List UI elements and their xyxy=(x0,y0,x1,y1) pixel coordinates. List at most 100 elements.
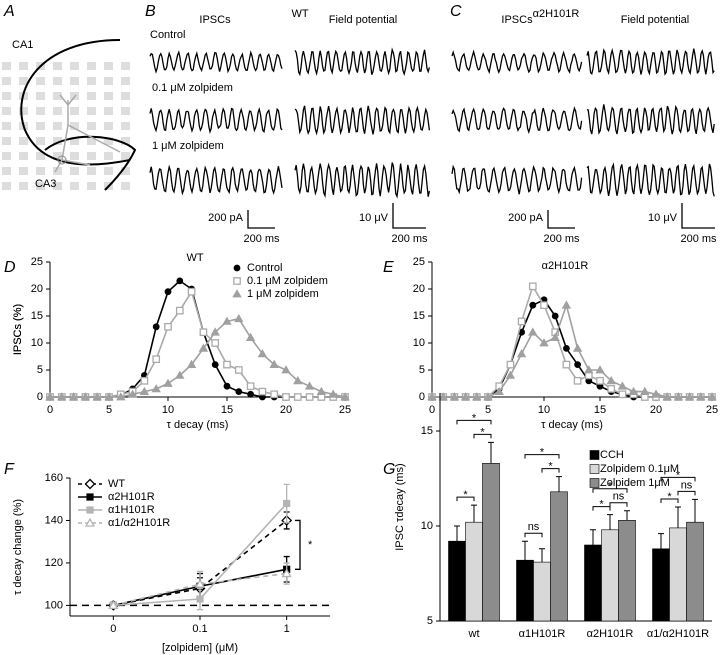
grid-square xyxy=(121,152,130,160)
marker xyxy=(108,600,119,610)
marker xyxy=(472,392,482,401)
grid-square xyxy=(121,92,130,100)
neuron-soma xyxy=(57,155,67,165)
grid-square xyxy=(70,122,79,130)
legend-label: WT xyxy=(108,478,125,490)
y-tick-label: 5 xyxy=(37,364,43,376)
grid-square xyxy=(36,92,45,100)
significance-bracket xyxy=(456,419,492,425)
grid-square xyxy=(53,137,62,145)
legend-label: Zolpidem 1μM xyxy=(600,477,670,489)
trace xyxy=(451,49,583,75)
schematic xyxy=(2,39,137,191)
grid-square xyxy=(19,62,28,70)
significance-label: * xyxy=(540,447,545,459)
marker xyxy=(175,306,184,315)
y-tick-label: 0 xyxy=(419,391,425,403)
significance-label: ns xyxy=(528,521,540,533)
grid-square xyxy=(53,122,62,130)
marker xyxy=(164,288,172,296)
marker xyxy=(57,392,67,401)
marker xyxy=(163,378,173,387)
significance-bracket xyxy=(660,476,696,482)
panel-label: D xyxy=(4,259,16,276)
x-tick-label: wt xyxy=(468,628,480,640)
error-bar xyxy=(471,504,477,523)
marker xyxy=(304,381,315,390)
marker xyxy=(328,389,338,398)
column-title: IPSCs xyxy=(199,14,231,26)
grid-square xyxy=(2,92,11,100)
legend-label: 0.1 μM zolpidem xyxy=(247,275,328,287)
marker xyxy=(199,328,208,337)
y-tick-label: 15 xyxy=(31,310,43,322)
grid-square xyxy=(104,122,113,130)
hippocampus-outline xyxy=(44,135,137,191)
marker xyxy=(281,568,292,578)
x-tick-label: 10 xyxy=(538,404,550,416)
marker xyxy=(595,365,605,374)
genotype-title: WT xyxy=(291,8,308,20)
grid-square xyxy=(121,167,130,175)
significance-label: * xyxy=(463,489,468,501)
significance-label: * xyxy=(608,481,613,493)
y-axis-label: IPSC τdecay (ms) xyxy=(394,463,406,550)
error-bar xyxy=(454,525,460,542)
column-title: IPSCs xyxy=(501,14,533,26)
marker xyxy=(551,312,559,320)
scale-label: 200 ms xyxy=(680,233,717,245)
scale-bar xyxy=(392,203,426,229)
legend-swatch xyxy=(589,450,600,460)
legend-marker xyxy=(232,289,242,298)
legend-label: α1H101R xyxy=(108,504,155,516)
significance-label: * xyxy=(472,412,477,424)
trace xyxy=(586,162,715,197)
trace xyxy=(451,164,583,195)
region-label: CA1 xyxy=(12,39,33,51)
marker xyxy=(139,386,150,395)
trace xyxy=(294,162,431,199)
grid-square xyxy=(36,107,45,115)
x-tick-label: 10 xyxy=(162,404,174,416)
marker xyxy=(45,392,55,401)
significance-bracket xyxy=(660,498,679,503)
marker xyxy=(258,387,267,396)
marker xyxy=(270,390,279,399)
grid-square xyxy=(53,77,62,85)
marker xyxy=(607,385,616,393)
marker xyxy=(269,359,279,368)
x-tick-label: α1H101R xyxy=(519,628,566,640)
marker xyxy=(494,386,504,395)
grid-square xyxy=(70,62,79,70)
marker xyxy=(176,277,184,285)
marker xyxy=(235,388,243,396)
marker xyxy=(696,392,706,401)
error-bar xyxy=(590,529,596,545)
significance-label: * xyxy=(667,491,672,503)
y-tick-label: 5 xyxy=(419,364,425,376)
y-axis-label: IPSCs (%) xyxy=(12,304,24,355)
significance-bracket xyxy=(524,454,560,459)
marker xyxy=(283,499,291,508)
marker xyxy=(516,348,527,358)
marker xyxy=(640,386,650,395)
x-tick-label: 0 xyxy=(110,623,116,635)
significance-label: ns xyxy=(681,479,693,491)
scale-bar xyxy=(247,210,275,229)
grid-square xyxy=(121,182,130,190)
marker xyxy=(80,392,91,401)
marker xyxy=(662,392,672,401)
panel-label: F xyxy=(4,461,15,478)
grid-square xyxy=(53,92,62,100)
legend-marker xyxy=(86,506,94,514)
marker xyxy=(528,327,538,336)
y-axis-label: IPSCs (%) xyxy=(12,304,24,355)
bar xyxy=(584,544,602,622)
marker xyxy=(427,392,437,401)
marker xyxy=(628,386,639,395)
annotation: * xyxy=(308,539,313,551)
grid-square xyxy=(36,122,45,130)
y-tick-label: 20 xyxy=(31,283,43,295)
significance-bracket xyxy=(295,519,301,570)
scale-bar xyxy=(547,210,575,229)
